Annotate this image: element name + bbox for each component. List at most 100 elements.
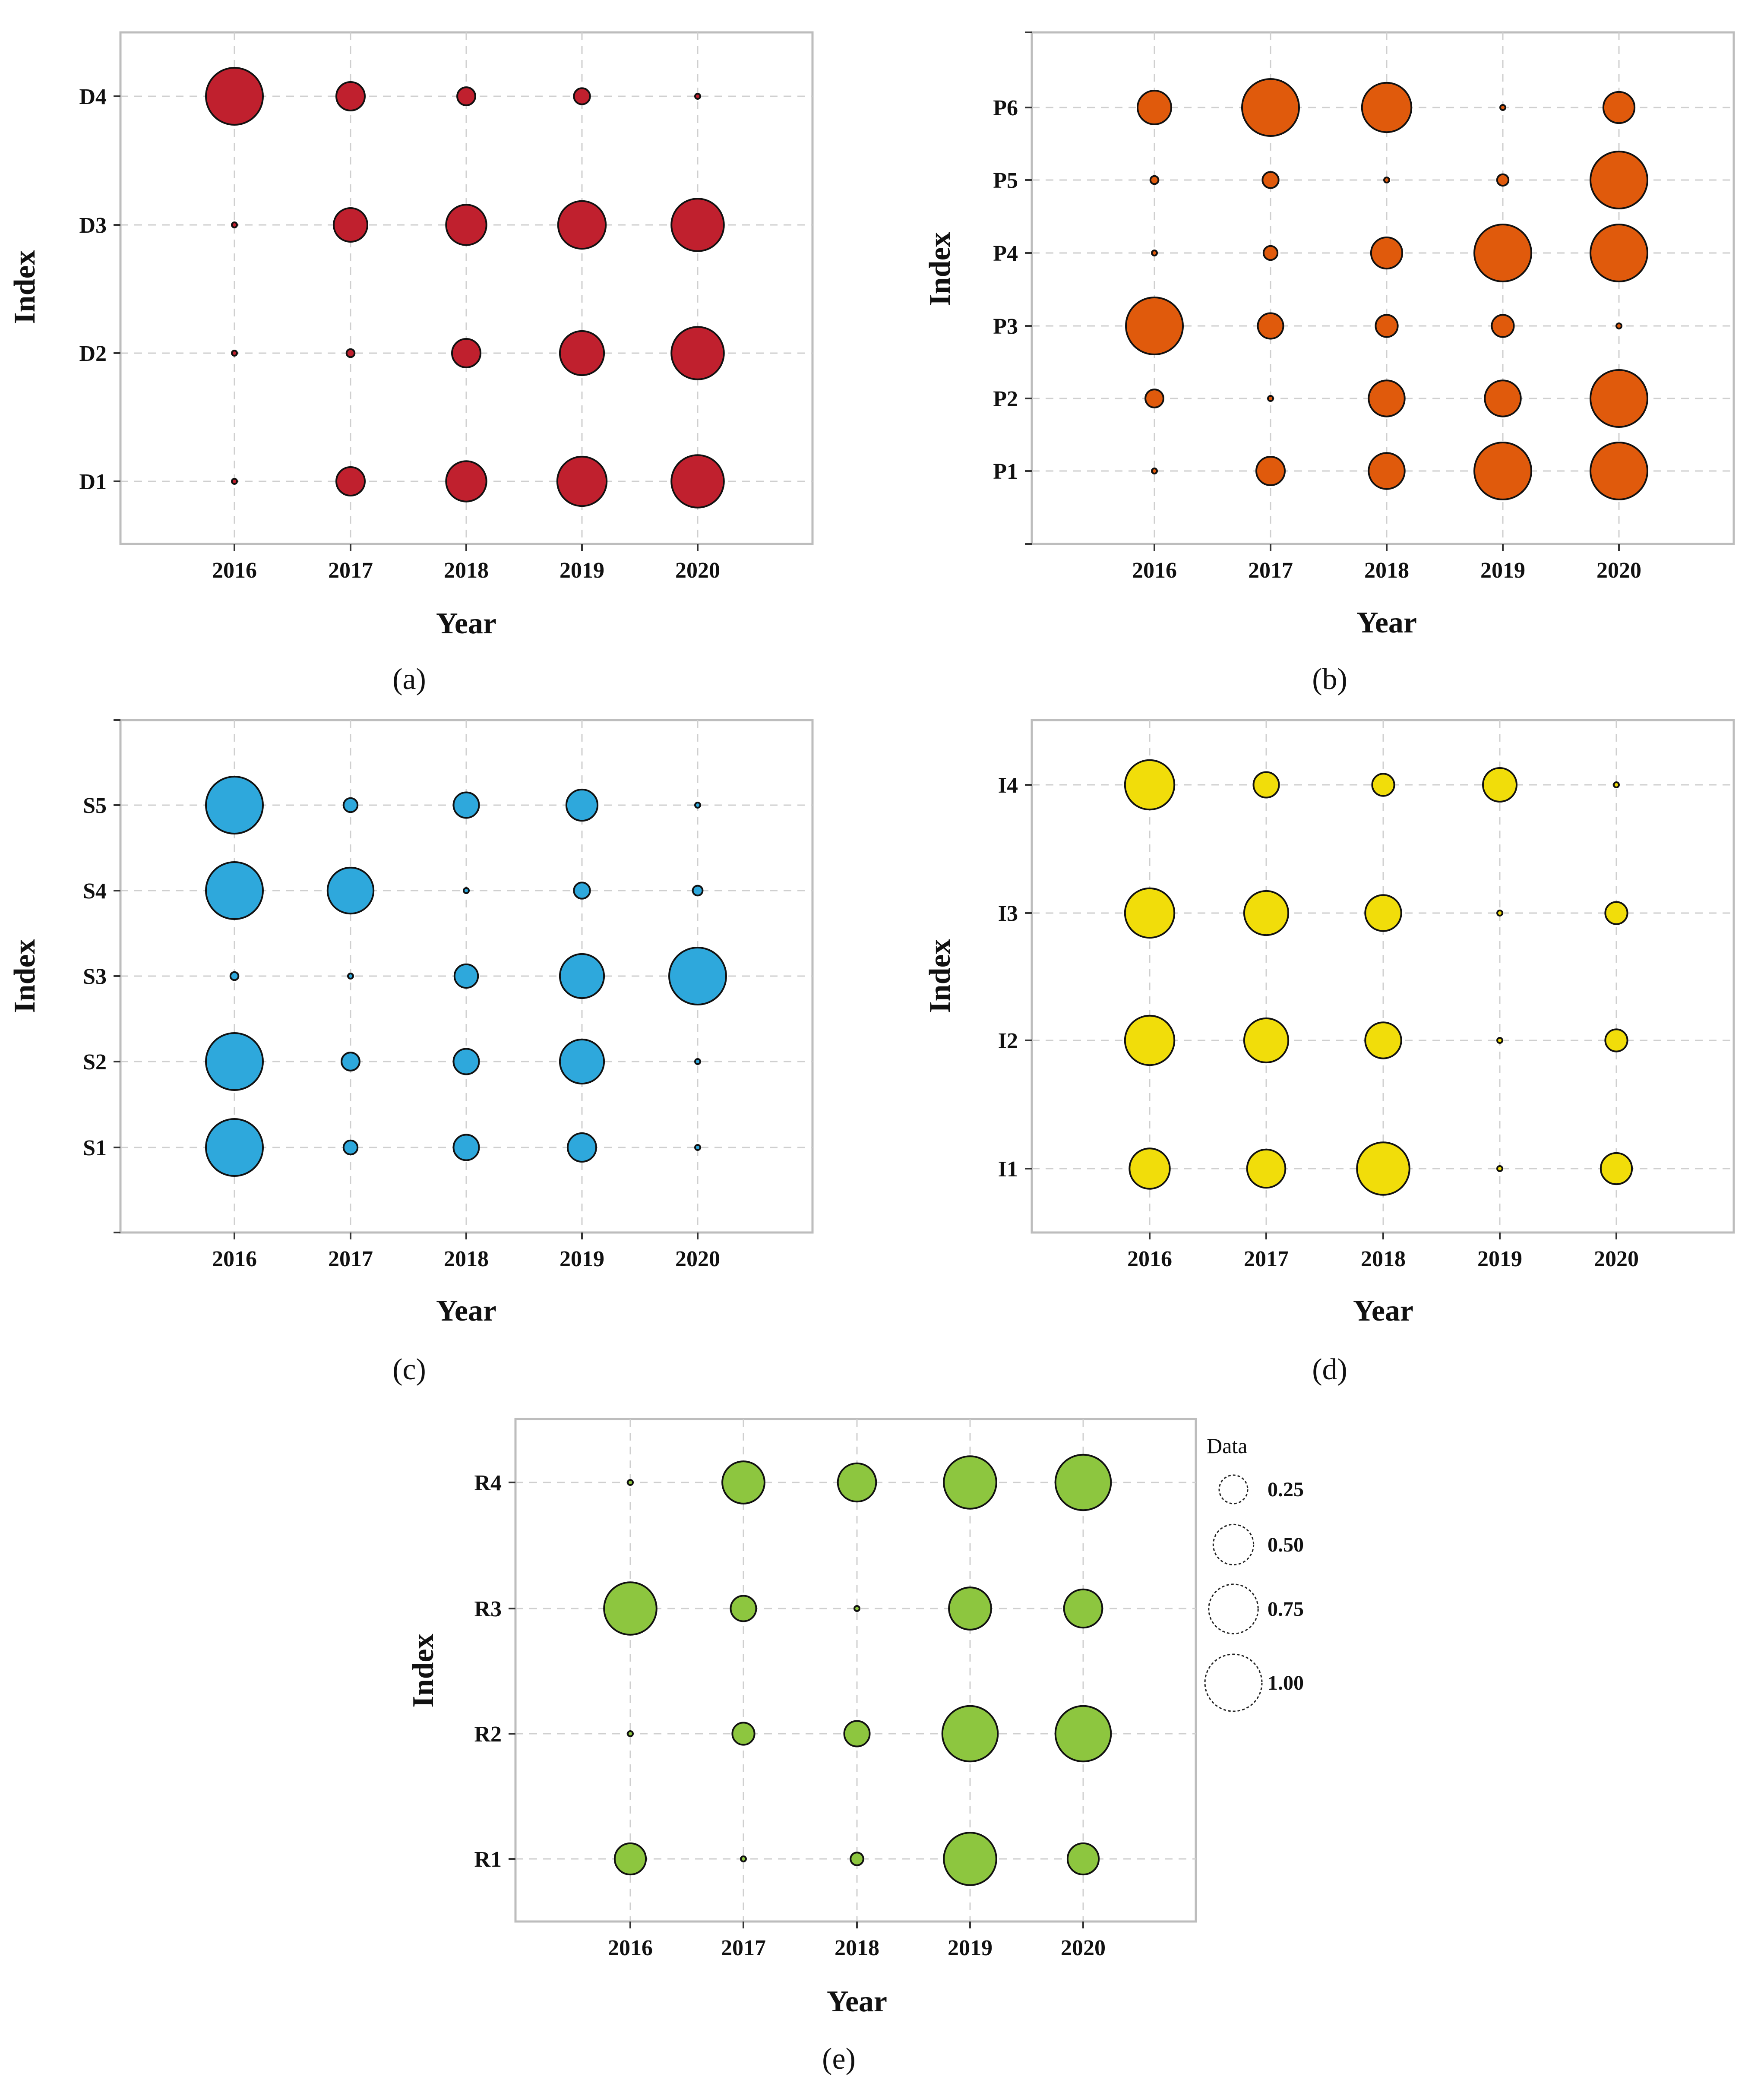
x-axis-title: Year — [436, 1294, 496, 1327]
bubble-P3-2018 — [1375, 314, 1399, 338]
x-tick-label: 2020 — [675, 558, 720, 583]
bubble-P2-2017 — [1267, 395, 1274, 402]
panel-label: (a) — [392, 663, 426, 696]
bubble-D4-2016 — [205, 67, 264, 126]
bubble-S3-2017 — [347, 973, 354, 980]
y-tick-label: S3 — [83, 964, 107, 989]
legend-label: 0.50 — [1268, 1533, 1304, 1556]
y-axis-title: Index — [8, 250, 41, 324]
chart-panel-d: 2016 2017 2018 2019 2020 I1 I2 I3 I4 Year Index (d) — [923, 719, 1735, 1386]
y-tick-label: D2 — [79, 341, 107, 366]
bubble-P5-2016 — [1149, 175, 1160, 185]
bubble-R3-2018 — [854, 1605, 860, 1612]
y-tick-label: P1 — [993, 459, 1018, 484]
bubble-P6-2017 — [1241, 78, 1300, 137]
x-tick-label: 2016 — [1132, 558, 1177, 583]
bubble-S2-2019 — [559, 1038, 605, 1085]
bubble-D3-2017 — [333, 207, 368, 243]
chart-panel-e: 2016 2017 2018 2019 2020 R1 R2 R3 R4 Year Index (e) — [407, 1418, 1197, 2076]
bubble-P5-2019 — [1496, 173, 1510, 187]
bubble-R1-2020 — [1066, 1842, 1100, 1876]
bubble-P5-2017 — [1261, 171, 1280, 189]
bubble-S4-2019 — [573, 882, 591, 900]
bubble-S5-2017 — [342, 797, 359, 813]
bubble-D3-2016 — [231, 221, 238, 228]
x-tick-label: 2016 — [212, 558, 257, 583]
bubble-P5-2018 — [1383, 177, 1390, 183]
y-tick-label: P6 — [993, 96, 1018, 120]
bubble-P2-2016 — [1144, 389, 1164, 408]
bubble-R1-2017 — [740, 1855, 747, 1862]
legend-label: 0.25 — [1268, 1478, 1304, 1501]
x-tick-label: 2019 — [560, 558, 604, 583]
bubble-R1-2016 — [613, 1842, 647, 1876]
bubble-D4-2017 — [335, 81, 366, 111]
bubble-S2-2020 — [694, 1058, 701, 1065]
x-tick-label: 2017 — [1248, 558, 1293, 583]
bubble-S1-2017 — [342, 1139, 359, 1156]
chart-panel-a: 2016 2017 2018 2019 2020 D1 D2 D3 D4 Year Index (a) — [8, 31, 814, 696]
bubble-S1-2016 — [205, 1118, 264, 1177]
bubble-P4-2019 — [1473, 224, 1532, 282]
bubble-D2-2019 — [559, 330, 605, 376]
x-tick-label: 2018 — [444, 558, 489, 583]
x-tick-label: 2017 — [1244, 1247, 1289, 1271]
y-tick-label: I3 — [998, 901, 1018, 926]
bubble-P1-2020 — [1590, 442, 1648, 500]
bubble-I4-2018 — [1371, 773, 1395, 797]
x-tick-label: 2020 — [675, 1247, 720, 1271]
panel-label: (e) — [822, 2042, 856, 2076]
bubble-R3-2019 — [948, 1587, 992, 1631]
x-tick-label: 2016 — [1127, 1247, 1172, 1271]
y-tick-label: S2 — [83, 1050, 107, 1075]
bubble-S1-2018 — [452, 1134, 480, 1161]
y-tick-label: S4 — [83, 879, 107, 904]
bubble-I4-2020 — [1613, 781, 1620, 788]
bubble-S4-2016 — [205, 861, 264, 920]
bubble-R4-2019 — [943, 1455, 997, 1510]
bubble-R4-2016 — [627, 1479, 634, 1486]
bubble-I4-2019 — [1482, 767, 1517, 803]
bubble-P2-2018 — [1368, 379, 1406, 417]
bubble-D3-2019 — [557, 200, 607, 250]
x-axis-title: Year — [436, 607, 496, 640]
bubble-S5-2016 — [205, 776, 264, 834]
bubble-P1-2018 — [1368, 452, 1406, 490]
bubble-P6-2020 — [1602, 91, 1636, 124]
size-legend: Data 0.25 0.50 0.75 1.00 — [1204, 1434, 1304, 1712]
x-tick-label: 2017 — [328, 1247, 373, 1271]
bubble-S5-2018 — [452, 791, 480, 819]
legend-title: Data — [1207, 1434, 1247, 1458]
bubble-D1-2017 — [335, 466, 366, 496]
bubble-D2-2018 — [451, 338, 481, 368]
bubble-I2-2016 — [1124, 1014, 1176, 1066]
bubble-S5-2020 — [694, 802, 701, 809]
bubble-R2-2016 — [627, 1730, 634, 1737]
bubble-P4-2016 — [1151, 250, 1158, 256]
legend-circle-1.00 — [1204, 1653, 1263, 1712]
bubble-R2-2017 — [731, 1722, 756, 1746]
bubble-I3-2017 — [1243, 890, 1290, 936]
y-tick-label: P5 — [993, 168, 1018, 193]
y-tick-label: R2 — [474, 1722, 502, 1747]
bubble-R1-2019 — [943, 1832, 997, 1886]
bubble-I2-2020 — [1604, 1028, 1628, 1052]
bubble-S2-2018 — [452, 1048, 480, 1075]
x-axis-title: Year — [1353, 1294, 1413, 1327]
bubble-I1-2017 — [1246, 1148, 1287, 1189]
bubble-R2-2020 — [1054, 1705, 1112, 1763]
panel-label: (c) — [392, 1353, 426, 1386]
y-axis-title: Index — [407, 1634, 440, 1707]
x-axis-title: Year — [827, 1985, 887, 2018]
y-tick-label: R1 — [474, 1847, 502, 1872]
bubble-P3-2020 — [1615, 322, 1622, 329]
y-axis-title: Index — [8, 939, 41, 1013]
bubble-P1-2019 — [1473, 442, 1532, 500]
legend-label: 1.00 — [1268, 1672, 1304, 1694]
y-tick-label: S5 — [83, 793, 107, 818]
x-tick-label: 2017 — [328, 558, 373, 583]
bubble-I3-2018 — [1364, 894, 1402, 932]
y-tick-label: D4 — [79, 85, 107, 109]
bubble-D1-2018 — [445, 460, 487, 502]
